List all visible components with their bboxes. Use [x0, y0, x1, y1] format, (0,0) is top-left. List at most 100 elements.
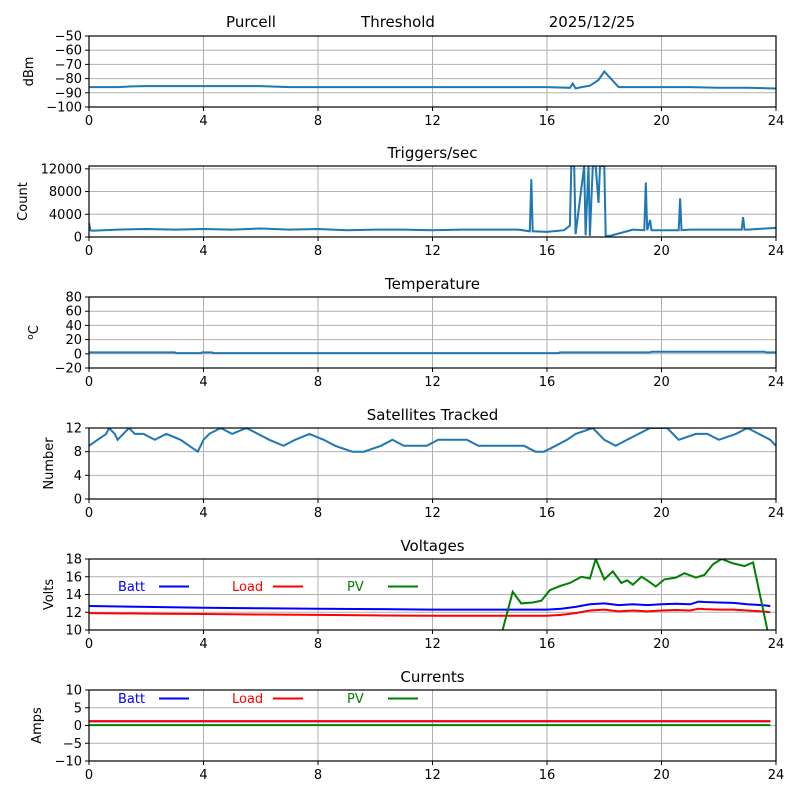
x-tick-label: 16 — [539, 506, 556, 521]
x-tick-label: 4 — [199, 375, 207, 390]
x-tick-label: 12 — [424, 244, 441, 259]
x-tick-label: 24 — [768, 506, 785, 521]
x-tick-label: 4 — [199, 768, 207, 783]
y-tick-label: 8000 — [49, 185, 82, 200]
y-tick-label: 14 — [65, 588, 82, 603]
y-tick-label: −10 — [55, 755, 82, 770]
y-tick-label: 20 — [65, 333, 82, 348]
y-axis-label: Number — [42, 437, 57, 490]
x-tick-label: 20 — [653, 637, 670, 652]
x-tick-label: 20 — [653, 506, 670, 521]
x-tick-label: 12 — [424, 375, 441, 390]
x-tick-label: 0 — [85, 244, 93, 259]
y-tick-label: 10 — [65, 624, 82, 639]
y-axis-label: oC — [26, 325, 42, 340]
x-tick-label: 12 — [424, 768, 441, 783]
y-axis-label: Count — [16, 182, 31, 221]
x-tick-label: 4 — [199, 244, 207, 259]
y-tick-label: 5 — [74, 701, 82, 716]
x-tick-label: 16 — [539, 768, 556, 783]
y-tick-label: −100 — [46, 101, 82, 116]
y-tick-label: −60 — [55, 44, 82, 59]
x-tick-label: 24 — [768, 768, 785, 783]
legend-label-pv: PV — [347, 580, 364, 595]
x-tick-label: 8 — [314, 375, 322, 390]
x-tick-label: 12 — [424, 637, 441, 652]
panel-triggers-sec: 0 4 8 12 16 20 24 12000 8000 4000 0 Count Triggers/s… — [16, 144, 784, 259]
y-tick-label: 4 — [74, 469, 82, 484]
legend-label-load: Load — [232, 580, 263, 595]
x-tick-label: 24 — [768, 114, 785, 129]
legend-label-batt: Batt — [118, 580, 145, 595]
series-line-triggers — [89, 166, 776, 237]
x-tick-label: 16 — [539, 375, 556, 390]
y-tick-label: −5 — [63, 737, 82, 752]
panel-satellites-tracked: 0 4 8 12 16 20 24 12 8 4 0 Number Satellites Tracked — [42, 406, 784, 521]
y-tick-label: 0 — [74, 347, 82, 362]
series-line-batt — [89, 600, 771, 611]
series-line-temperature — [89, 350, 776, 355]
y-tick-label: 12 — [65, 422, 82, 437]
x-tick-label: 16 — [539, 637, 556, 652]
x-tick-label: 8 — [314, 637, 322, 652]
x-tick-label: 20 — [653, 375, 670, 390]
y-tick-label: 10 — [65, 684, 82, 699]
x-tick-label: 8 — [314, 244, 322, 259]
y-tick-label: −90 — [55, 86, 82, 101]
x-tick-label: 4 — [199, 637, 207, 652]
x-tick-label: 0 — [85, 506, 93, 521]
panel-currents: 0 4 8 12 16 20 24 10 5 0 −5 −10 Amps Currents Batt Load… — [30, 668, 784, 783]
x-tick-label: 24 — [768, 637, 785, 652]
y-tick-label: −70 — [55, 58, 82, 73]
series-line-load — [89, 607, 771, 617]
x-tick-label: 0 — [85, 637, 93, 652]
x-tick-label: 12 — [424, 114, 441, 129]
header-date: 2025/12/25 — [549, 13, 635, 31]
x-tick-label: 8 — [314, 768, 322, 783]
x-tick-label: 16 — [539, 244, 556, 259]
x-tick-label: 4 — [199, 114, 207, 129]
y-tick-label: 0 — [74, 493, 82, 508]
y-tick-label: 0 — [74, 231, 82, 246]
header-mode: Threshold — [360, 13, 435, 31]
x-tick-label: 12 — [424, 506, 441, 521]
panel-title: Satellites Tracked — [367, 406, 498, 424]
y-tick-label: −20 — [55, 362, 82, 377]
panel-title: Currents — [400, 668, 464, 686]
x-tick-label: 0 — [85, 114, 93, 129]
x-tick-label: 8 — [314, 506, 322, 521]
legend-label-pv: PV — [347, 692, 364, 707]
y-axis-label: Amps — [30, 707, 45, 744]
panel-title: Temperature — [384, 275, 480, 293]
x-tick-label: 4 — [199, 506, 207, 521]
x-tick-label: 24 — [768, 244, 785, 259]
header-station: Purcell — [226, 13, 276, 31]
x-tick-label: 0 — [85, 768, 93, 783]
y-tick-label: 40 — [65, 319, 82, 334]
panel-threshold: 0 4 8 12 16 20 24 −50−60−70−80−90−100 dBm — [22, 30, 784, 130]
y-tick-label: −80 — [55, 72, 82, 87]
legend-label-batt: Batt — [118, 692, 145, 707]
series-line-satellites — [89, 428, 776, 454]
x-tick-label: 0 — [85, 375, 93, 390]
x-tick-label: 20 — [653, 114, 670, 129]
y-tick-label: 16 — [65, 570, 82, 585]
panel-title: Voltages — [400, 537, 464, 555]
y-tick-label: 4000 — [49, 208, 82, 223]
panel-title: Triggers/sec — [387, 144, 478, 162]
x-tick-label: 20 — [653, 244, 670, 259]
y-tick-label: 18 — [65, 553, 82, 568]
series-line-threshold — [89, 69, 776, 90]
series-line-pv — [501, 559, 769, 630]
x-tick-label: 16 — [539, 114, 556, 129]
legend-label-load: Load — [232, 692, 263, 707]
x-tick-label: 24 — [768, 375, 785, 390]
y-tick-label: 60 — [65, 305, 82, 320]
y-axis-label: Volts — [42, 579, 57, 611]
y-tick-label: 0 — [74, 719, 82, 734]
y-axis-label: dBm — [22, 57, 37, 87]
y-tick-label: 8 — [74, 445, 82, 460]
panel-voltages: 0 4 8 12 16 20 24 18 16 14 12 10 Volts Voltages Batt Lo… — [42, 537, 784, 652]
